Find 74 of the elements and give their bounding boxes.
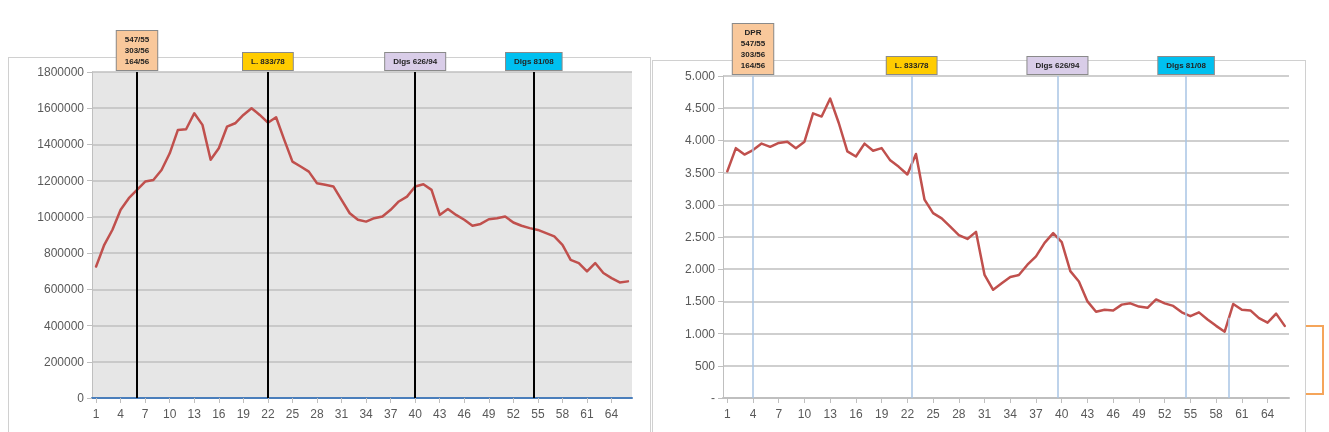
- ref-line-label: L. 833/78: [894, 61, 930, 70]
- x-tick-label: 13: [187, 407, 202, 421]
- x-tick-label: 58: [1209, 407, 1224, 421]
- y-tick-label: 600000: [43, 282, 85, 297]
- y-tick-label: 3.000: [684, 197, 716, 212]
- x-tick-label: 61: [1235, 407, 1249, 421]
- x-tick-label: 43: [433, 407, 447, 421]
- x-tick-label: 28: [952, 407, 966, 421]
- y-tick-label: 800000: [43, 246, 85, 261]
- ref-line-label: Dlgs 81/08: [514, 57, 555, 66]
- x-tick-label: 19: [874, 407, 889, 421]
- ref-line-label: Dlgs 626/94: [1035, 61, 1081, 70]
- x-tick-label: 22: [261, 407, 275, 421]
- line-series: [726, 97, 1286, 333]
- y-tick-label: 0: [77, 391, 85, 405]
- x-tick-label: 34: [359, 407, 374, 421]
- y-tick-label: -: [711, 391, 715, 405]
- ref-line-label: L. 833/78: [251, 57, 286, 66]
- y-tick-label: 1.500: [684, 294, 716, 309]
- x-tick-label: 46: [457, 407, 472, 421]
- x-tick-label: 49: [1132, 407, 1146, 421]
- x-tick-label: 55: [1183, 407, 1198, 421]
- x-tick-label: 19: [236, 407, 251, 421]
- y-tick-label: 500: [694, 358, 716, 373]
- x-tick-label: 40: [1055, 407, 1069, 421]
- x-tick-label: 7: [141, 407, 149, 421]
- y-tick-label: 2.000: [684, 262, 716, 277]
- y-tick-label: 3.500: [684, 165, 716, 180]
- x-tick-label: 4: [117, 407, 125, 421]
- y-tick-label: 1000000: [37, 209, 85, 224]
- y-tick-label: 5.000: [684, 69, 716, 83]
- x-tick-label: 28: [310, 407, 324, 421]
- y-tick-label: 4.500: [684, 101, 716, 116]
- ref-line-label: Dlgs 626/94: [393, 57, 438, 66]
- x-tick-label: 49: [482, 407, 496, 421]
- x-tick-label: 55: [531, 407, 545, 421]
- y-tick-label: 2.500: [684, 230, 716, 244]
- y-tick-label: 1600000: [37, 101, 85, 116]
- x-tick-label: 16: [849, 407, 863, 421]
- x-tick-label: 61: [580, 407, 594, 421]
- y-tick-label: 1200000: [37, 173, 85, 188]
- x-tick-label: 46: [1106, 407, 1121, 421]
- ref-line-label: DPR 547/55 303/56 164/56: [740, 28, 766, 70]
- x-tick-label: 10: [797, 407, 812, 421]
- x-tick-label: 7: [775, 407, 783, 421]
- y-tick-label: 400000: [43, 318, 85, 333]
- y-tick-label: 200000: [43, 354, 85, 369]
- x-tick-label: 64: [604, 407, 619, 421]
- y-tick-label: 1800000: [37, 65, 85, 79]
- x-tick-label: 31: [334, 407, 349, 421]
- x-tick-label: 1: [92, 407, 100, 421]
- x-tick-label: 58: [555, 407, 570, 421]
- x-tick-label: 4: [749, 407, 757, 421]
- x-tick-label: 13: [823, 407, 838, 421]
- x-tick-label: 52: [1157, 407, 1172, 421]
- ref-line-label: Dlgs 81/08: [1166, 61, 1207, 70]
- y-tick-label: 4.000: [684, 133, 716, 148]
- x-tick-label: 34: [1003, 407, 1018, 421]
- x-tick-label: 1: [723, 407, 731, 421]
- x-tick-label: 43: [1080, 407, 1095, 421]
- x-tick-label: 25: [285, 407, 300, 421]
- x-tick-label: 40: [408, 407, 423, 421]
- x-tick-label: 37: [1029, 407, 1044, 421]
- x-tick-label: 52: [506, 407, 521, 421]
- y-tick-label: 1.000: [684, 326, 716, 341]
- x-tick-label: 22: [900, 407, 915, 421]
- x-tick-label: 25: [926, 407, 941, 421]
- text: 547/55 303/56 164/56: [124, 35, 150, 66]
- x-tick-label: 31: [977, 407, 992, 421]
- x-tick-label: 37: [383, 407, 398, 421]
- x-tick-label: 64: [1260, 407, 1275, 421]
- x-tick-label: 10: [163, 407, 177, 421]
- x-tick-label: 16: [212, 407, 226, 421]
- y-tick-label: 1400000: [37, 137, 85, 152]
